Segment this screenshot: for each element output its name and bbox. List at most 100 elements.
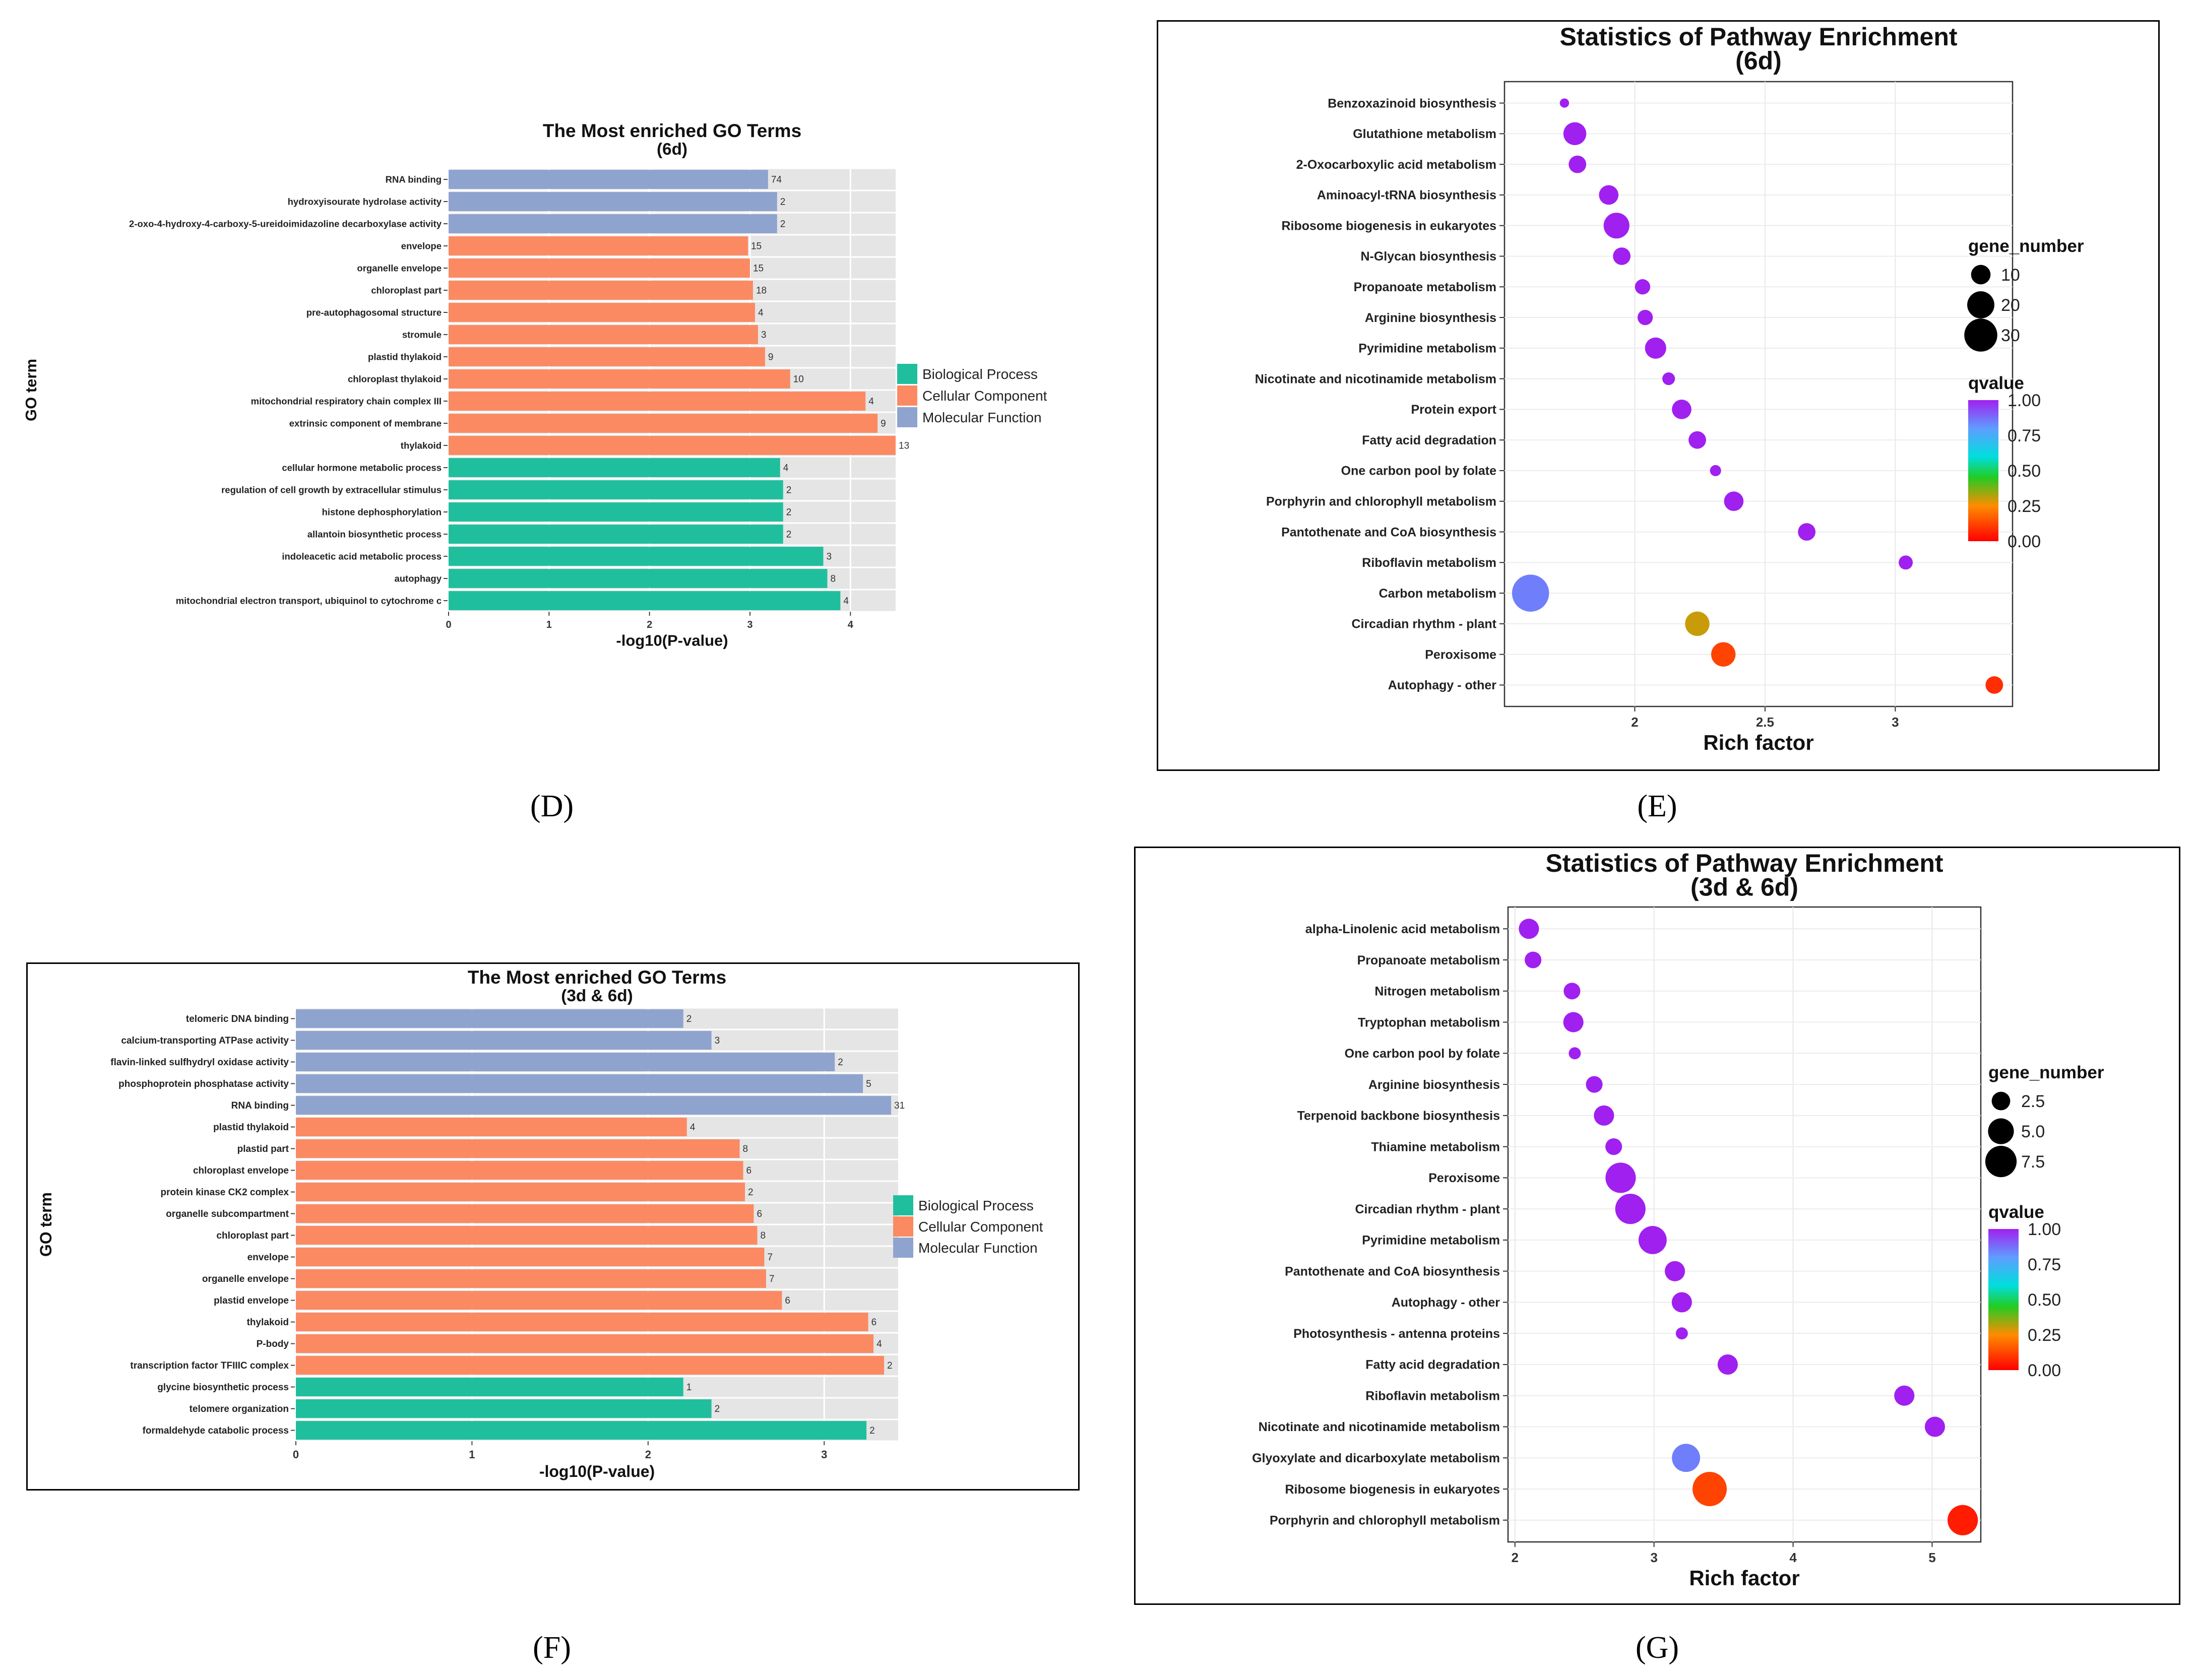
x-tick-label: 4 (848, 619, 854, 630)
point-autophagy-other (1985, 676, 2003, 694)
point-photosynthesis-antenna-proteins (1675, 1327, 1688, 1340)
bar-count-label: 7 (767, 1252, 773, 1263)
y-category-label: calcium-transporting ATPase activity (121, 1036, 289, 1046)
point-circadian-rhythm-plant (1615, 1194, 1646, 1224)
y-category-label: Peroxisome (1425, 648, 1496, 662)
x-axis-label: -log10(P-value) (616, 632, 728, 650)
y-category-label: envelope (247, 1252, 289, 1263)
point-one-carbon-pool-by-folate (1569, 1047, 1581, 1060)
point-porphyrin-and-chlorophyll-metabolism (1948, 1505, 1978, 1535)
bar-formaldehyde-catabolic-process (296, 1421, 867, 1440)
point-arginine-biosynthesis (1637, 309, 1653, 326)
y-category-label: glycine biosynthetic process (157, 1382, 289, 1393)
y-category-label: allantoin biosynthetic process (307, 529, 442, 539)
y-category-label: 2-Oxocarboxylic acid metabolism (1296, 158, 1496, 172)
point-nicotinate-and-nicotinamide-metabolism (1662, 372, 1675, 385)
color-legend-title: qvalue (1968, 373, 2024, 393)
bar-plastid-envelope (296, 1291, 782, 1310)
chart-subtitle: (6d) (1735, 47, 1782, 75)
y-category-label: Terpenoid backbone biosynthesis (1297, 1109, 1500, 1123)
bar-count-label: 31 (894, 1101, 905, 1111)
x-tick-label: 0 (446, 619, 451, 630)
y-category-label: telomere organization (190, 1404, 289, 1414)
size-legend-label: 7.5 (2021, 1152, 2045, 1172)
point-alpha-linolenic-acid-metabolism (1519, 919, 1539, 939)
y-category-label: stromule (402, 329, 442, 340)
bar-count-label: 6 (785, 1296, 790, 1306)
color-legend-label: 0.25 (2028, 1326, 2061, 1345)
x-tick-label: 0 (293, 1448, 299, 1461)
y-category-label: Fatty acid degradation (1362, 433, 1496, 447)
y-category-label: RNA binding (231, 1101, 289, 1111)
point-ribosome-biogenesis-in-eukaryotes (1603, 213, 1629, 239)
bar-count-label: 2 (786, 507, 792, 518)
y-category-label: Arginine biosynthesis (1365, 311, 1496, 325)
y-category-label: Riboflavin metabolism (1365, 1389, 1500, 1403)
bar-pre-autophagosomal-structure (449, 303, 755, 322)
x-tick-label: 3 (1650, 1550, 1657, 1565)
bar-extrinsic-component-of-membrane (449, 414, 878, 433)
bar-count-label: 1 (686, 1382, 692, 1393)
x-tick-label: 1 (546, 619, 552, 630)
bar-glycine-biosynthetic-process (296, 1378, 683, 1396)
bar-count-label: 4 (783, 463, 789, 474)
y-category-label: Autophagy - other (1388, 678, 1497, 692)
y-category-label: phosphoprotein phosphatase activity (118, 1079, 289, 1089)
bar-mitochondrial-respiratory-chain-complex-iii (449, 392, 866, 411)
y-category-label: Propanoate metabolism (1354, 280, 1496, 294)
chart-title: Statistics of Pathway Enrichment (1545, 849, 1943, 877)
color-legend-label: 1.00 (2028, 1220, 2061, 1239)
y-category-label: alpha-Linolenic acid metabolism (1305, 922, 1500, 936)
bar-indoleacetic-acid-metabolic-process (449, 547, 824, 566)
point-autophagy-other (1671, 1292, 1692, 1313)
bar-count-label: 10 (793, 374, 804, 385)
point-pantothenate-and-coa-biosynthesis (1665, 1261, 1685, 1281)
bar-count-label: 15 (753, 264, 764, 274)
bar-count-label: 13 (899, 441, 909, 451)
y-category-label: RNA binding (386, 174, 442, 184)
y-category-label: N-Glycan biosynthesis (1360, 249, 1496, 264)
point-riboflavin-metabolism (1899, 555, 1913, 570)
x-tick-label: 2 (645, 1448, 651, 1461)
size-legend-dot (1971, 265, 1991, 285)
y-category-label: extrinsic component of membrane (289, 418, 442, 428)
point-riboflavin-metabolism (1894, 1385, 1915, 1406)
y-category-label: chloroplast part (371, 285, 442, 295)
point-benzoxazinoid-biosynthesis (1559, 98, 1570, 108)
panel-label-f: (F) (533, 1631, 571, 1665)
y-category-label: mitochondrial electron transport, ubiqui… (176, 595, 442, 606)
size-legend-title: gene_number (1988, 1063, 2104, 1082)
bar-count-label: 3 (761, 330, 767, 341)
x-axis-label: -log10(P-value) (539, 1462, 655, 1480)
pathway-bubble-chart-6d: 2 2.5 3 Benzoxazinoid biosynthesis Glutathio… (1157, 20, 2160, 771)
bar-count-label: 2 (786, 485, 792, 496)
color-legend-label: 0.00 (2008, 532, 2041, 551)
bar-protein-kinase-ck2-complex (296, 1183, 745, 1201)
y-category-label: Glutathione metabolism (1353, 127, 1496, 141)
y-category-label: cellular hormone metabolic process (282, 462, 442, 473)
size-legend-label: 5.0 (2021, 1122, 2045, 1141)
point-n-glycan-biosynthesis (1613, 247, 1631, 265)
bar-count-label: 6 (757, 1209, 762, 1219)
y-axis-label: GO term (22, 359, 40, 421)
bar-count-label: 8 (743, 1144, 748, 1154)
y-category-label: Tryptophan metabolism (1358, 1015, 1500, 1029)
size-legend-label: 20 (2001, 296, 2020, 315)
y-category-label: Nicotinate and nicotinamide metabolism (1259, 1420, 1500, 1434)
bar-rna-binding (296, 1096, 892, 1115)
y-category-label: P-body (257, 1339, 289, 1349)
y-category-label: autophagy (394, 573, 442, 584)
bar-stromule (449, 325, 758, 344)
x-tick-label: 3 (821, 1448, 827, 1461)
color-legend-label: 1.00 (2008, 391, 2041, 410)
color-legend-title: qvalue (1988, 1202, 2044, 1222)
y-category-label: histone dephosphorylation (322, 506, 442, 517)
point-tryptophan-metabolism (1563, 1012, 1584, 1032)
y-category-label: pre-autophagosomal structure (306, 307, 442, 317)
y-category-label: Nitrogen metabolism (1374, 985, 1500, 999)
y-category-label: Benzoxazinoid biosynthesis (1328, 96, 1496, 110)
point-pantothenate-and-coa-biosynthesis (1798, 523, 1816, 541)
bar-2-oxo-4-hydroxy-4-carboxy-5-ureidoimidazoline-decarboxylase-activity (449, 214, 777, 233)
point-circadian-rhythm-plant (1685, 611, 1710, 636)
point-peroxisome (1711, 642, 1736, 667)
